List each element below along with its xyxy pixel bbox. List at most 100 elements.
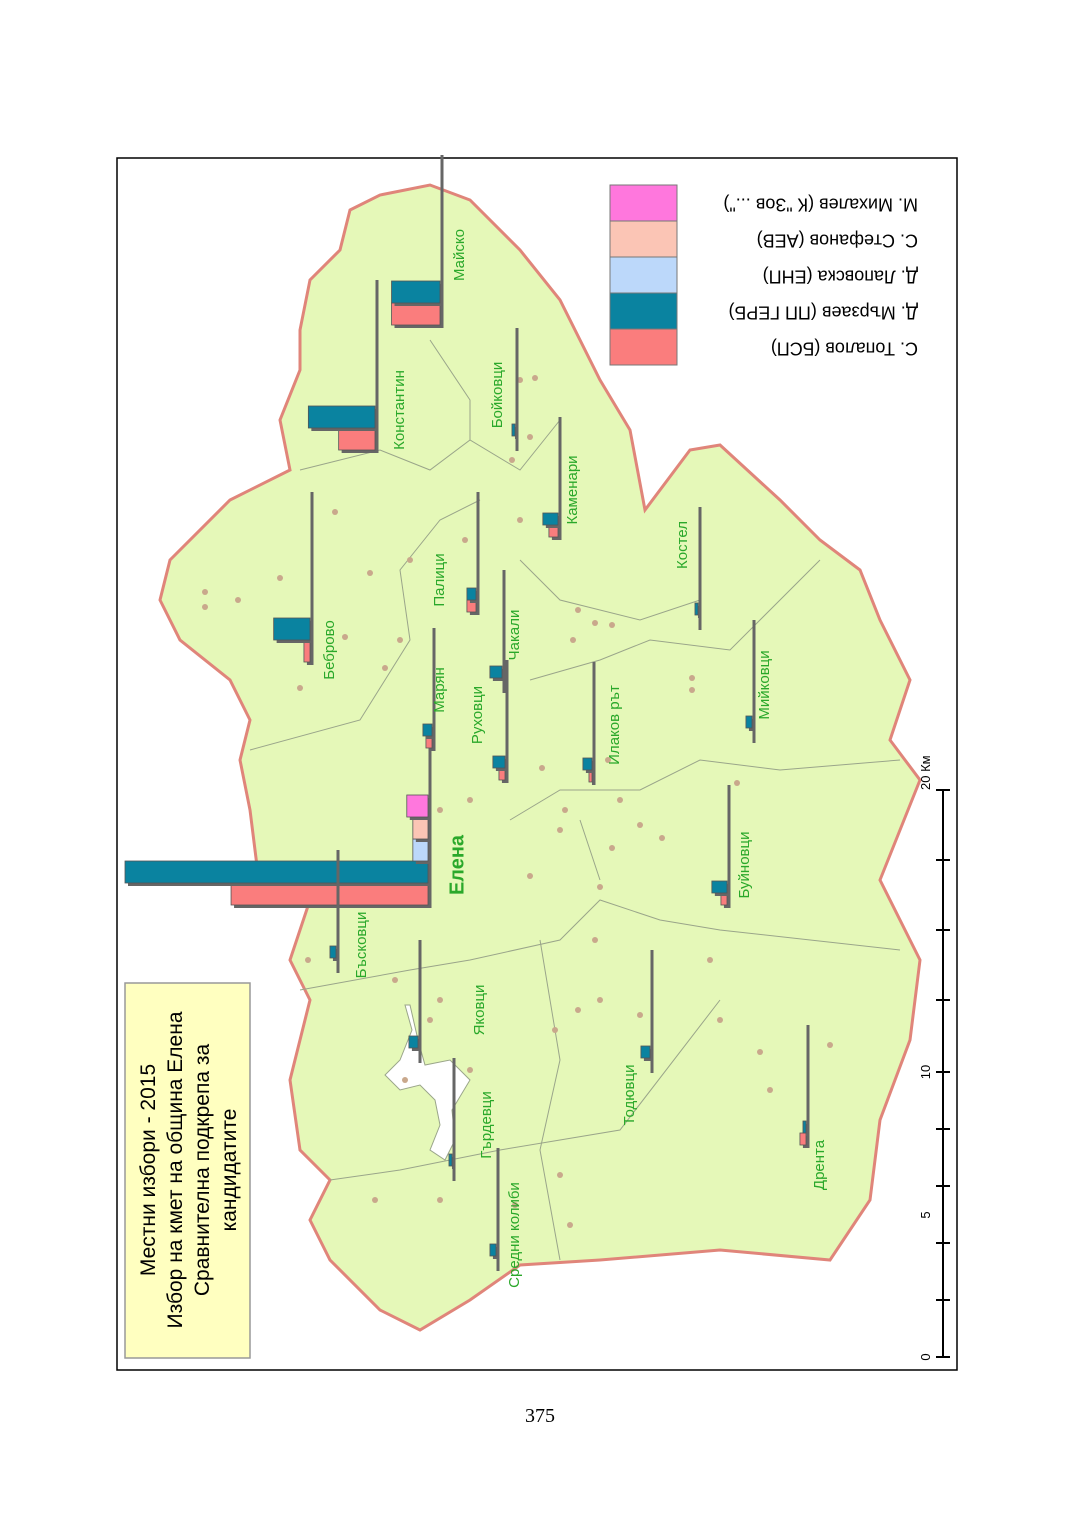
legend-label: М. Михалев (К "Зов ...") bbox=[723, 194, 918, 214]
bar-group-майско bbox=[391, 155, 444, 328]
bar-group-беброво bbox=[273, 492, 314, 665]
settlement-dot bbox=[509, 457, 515, 463]
bar-яковци-3 bbox=[408, 1035, 419, 1049]
village-label-майско: Майско bbox=[451, 229, 468, 281]
bar-елена-3 bbox=[124, 860, 429, 884]
bar-group-чакали bbox=[489, 570, 506, 693]
bar-чакали-3 bbox=[489, 665, 503, 679]
village-label-дрента: Дрента bbox=[811, 1139, 828, 1190]
title-line-2: Избор на кмет на община Елена bbox=[164, 1011, 187, 1328]
settlement-dot bbox=[757, 1049, 763, 1055]
village-label-тодювци: Тодювци bbox=[621, 1065, 638, 1126]
title-line-1: Местни избори - 2015 bbox=[137, 1064, 160, 1276]
village-label-мийковци: Мийковци bbox=[756, 650, 773, 719]
bar-group-руховци bbox=[492, 660, 509, 783]
bar-group-гърдевци bbox=[448, 1058, 456, 1181]
settlement-dot bbox=[570, 637, 576, 643]
bar-shadow bbox=[451, 1157, 455, 1169]
settlement-dot bbox=[734, 780, 740, 786]
settlement-dot bbox=[617, 797, 623, 803]
bar-илаков-рът-3 bbox=[582, 757, 593, 771]
settlement-dot bbox=[512, 1202, 518, 1208]
settlement-dot bbox=[552, 1027, 558, 1033]
settlement-dot bbox=[592, 937, 598, 943]
settlement-dot bbox=[277, 575, 283, 581]
bar-майско-3 bbox=[391, 280, 441, 304]
legend: М. Михалев (К "Зов ...") С. Стефанов (АЕВ… bbox=[609, 184, 918, 366]
settlement-dot bbox=[659, 835, 665, 841]
scale-label-0: 0 bbox=[918, 1353, 933, 1360]
settlement-dot bbox=[609, 622, 615, 628]
municipality-outline bbox=[158, 183, 922, 1332]
scale-bar bbox=[936, 789, 950, 1358]
settlement-dot bbox=[367, 570, 373, 576]
bar-елена-4 bbox=[230, 882, 429, 906]
title-line-4: кандидатите bbox=[218, 1109, 241, 1232]
settlement-dot bbox=[235, 597, 241, 603]
settlement-dot bbox=[427, 1017, 433, 1023]
settlement-dot bbox=[382, 665, 388, 671]
settlement-dot bbox=[527, 873, 533, 879]
settlement-dot bbox=[707, 957, 713, 963]
bar-елена-1 bbox=[412, 816, 429, 840]
settlement-dot bbox=[557, 1172, 563, 1178]
bar-group-бойковци bbox=[511, 328, 519, 451]
settlement-dot bbox=[437, 997, 443, 1003]
village-label-бойковци: Бойковци bbox=[489, 362, 506, 429]
bar-group-илаков-рът bbox=[582, 662, 596, 785]
settlement-dot bbox=[402, 1077, 408, 1083]
settlement-dot bbox=[637, 822, 643, 828]
settlement-dot bbox=[575, 607, 581, 613]
scale-label-10: 10 bbox=[918, 1065, 933, 1079]
settlement-dot bbox=[562, 807, 568, 813]
settlement-dot bbox=[717, 1017, 723, 1023]
village-label-елена: Елена bbox=[446, 834, 468, 895]
settlement-dot bbox=[557, 827, 563, 833]
legend-swatch bbox=[609, 292, 678, 330]
settlement-dot bbox=[567, 1222, 573, 1228]
bar-беброво-4 bbox=[303, 639, 311, 663]
settlement-dot bbox=[575, 1007, 581, 1013]
settlement-dot bbox=[372, 1197, 378, 1203]
bar-мийковци-3 bbox=[745, 715, 753, 729]
settlement-dot bbox=[305, 957, 311, 963]
bar-shadow bbox=[805, 1124, 809, 1136]
bar-гърдевци-3 bbox=[448, 1153, 453, 1167]
scale-label-5: 5 bbox=[918, 1211, 933, 1218]
bar-каменари-3 bbox=[542, 512, 559, 526]
village-label-каменари: Каменари bbox=[564, 455, 581, 524]
bar-group-константин bbox=[307, 280, 379, 453]
page-number: 375 bbox=[525, 1405, 555, 1427]
bar-бъсковци-3 bbox=[329, 945, 337, 959]
village-label-руховци: Руховци bbox=[469, 686, 486, 744]
scale-label-20: 20 Км bbox=[918, 755, 933, 790]
settlement-dot bbox=[202, 589, 208, 595]
bar-палици-3 bbox=[466, 587, 477, 601]
legend-label: С. Стефанов (АЕВ) bbox=[757, 230, 918, 250]
settlement-dot bbox=[597, 997, 603, 1003]
title-box: Местни избори - 2015 Избор на кмет на об… bbox=[124, 982, 251, 1359]
settlement-dot bbox=[517, 517, 523, 523]
settlement-dot bbox=[637, 1012, 643, 1018]
bar-средни-колиби-3 bbox=[489, 1243, 497, 1257]
settlement-dot bbox=[689, 675, 695, 681]
bar-group-каменари bbox=[542, 417, 562, 540]
bar-group-мийковци bbox=[745, 620, 756, 743]
settlement-dot bbox=[437, 807, 443, 813]
village-label-марян: Марян bbox=[431, 667, 448, 713]
settlement-dot bbox=[342, 634, 348, 640]
bar-майско-4 bbox=[391, 302, 441, 326]
settlement-dot bbox=[527, 434, 533, 440]
bar-group-палици bbox=[466, 492, 480, 615]
village-label-гърдевци: Гърдевци bbox=[478, 1091, 495, 1159]
village-label-чакали: Чакали bbox=[506, 610, 523, 661]
village-label-палици: Палици bbox=[431, 553, 448, 606]
village-label-буйновци: Буйновци bbox=[736, 832, 753, 899]
bar-group-елена bbox=[124, 735, 432, 908]
bar-елена-0 bbox=[406, 794, 429, 818]
settlement-dot bbox=[592, 620, 598, 626]
settlement-dot bbox=[202, 604, 208, 610]
bar-марян-3 bbox=[422, 723, 433, 737]
bar-shadow bbox=[697, 606, 701, 618]
